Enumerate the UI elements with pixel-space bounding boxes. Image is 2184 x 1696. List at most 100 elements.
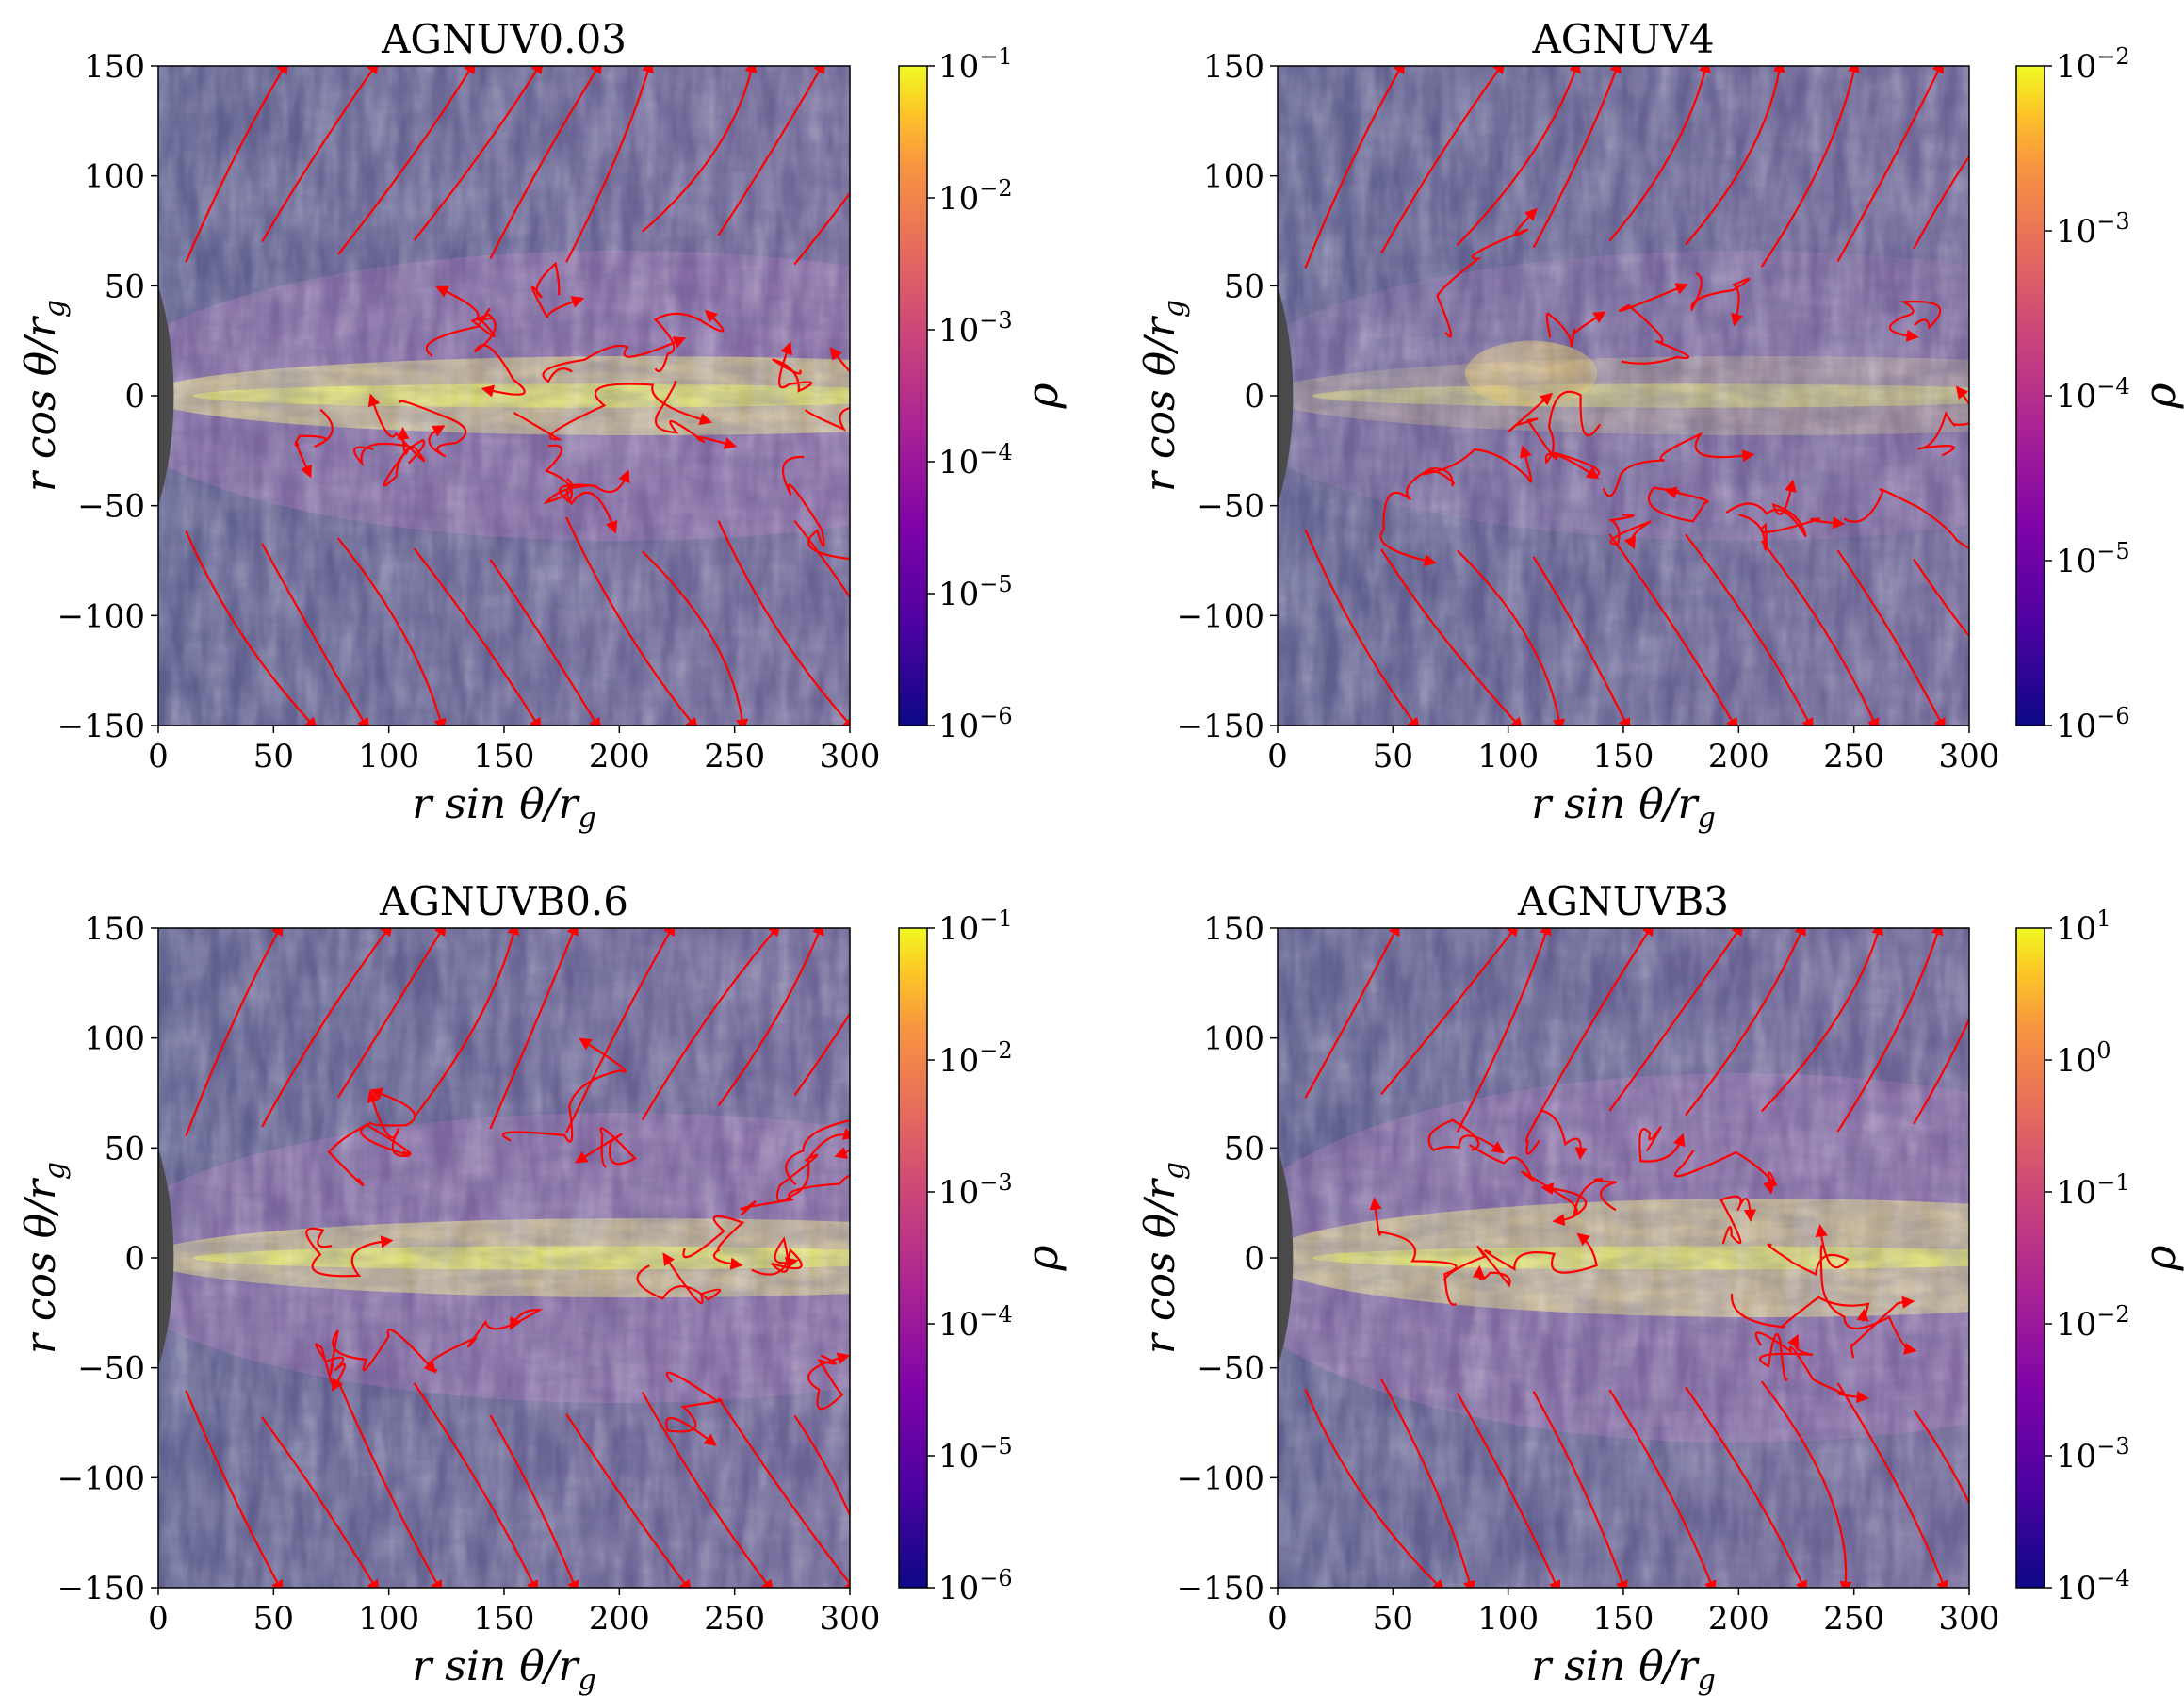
- panel-1: AGNUV0.03 0 50 100 150 200 250 300 150 100 50 0 −50 −…: [17, 16, 1068, 835]
- field-line: [636, 1252, 721, 1305]
- x-tick-label: 250: [1823, 738, 1884, 775]
- field-line: [1469, 1144, 1578, 1227]
- y-tick-label: 0: [1244, 1240, 1264, 1278]
- colorbar-tick-label: 10−1: [2056, 1169, 2130, 1212]
- field-line: [185, 928, 284, 1137]
- colorbar-tick-label: 10−4: [2056, 373, 2130, 416]
- y-tick-label: −50: [77, 488, 145, 526]
- colorbar-tick-label: 10−6: [938, 1565, 1013, 1607]
- field-line: [1369, 1197, 1458, 1306]
- y-tick-label: 150: [84, 48, 145, 86]
- y-tick-label: 150: [1203, 48, 1264, 86]
- plot-area: [1278, 928, 1969, 1588]
- field-line: [383, 427, 426, 487]
- y-tick-label: −100: [57, 597, 145, 635]
- field-line: [807, 1352, 850, 1411]
- colorbar-tick-label: 10−3: [938, 1169, 1013, 1212]
- x-tick-label: 150: [474, 738, 535, 775]
- field-line: [1913, 154, 1969, 250]
- field-line: [1532, 556, 1630, 726]
- x-tick-label: 300: [1939, 738, 2000, 775]
- field-line: [327, 1087, 416, 1187]
- field-line: [565, 516, 699, 726]
- field-line: [782, 455, 850, 561]
- colorbar-tick-label: 10−6: [938, 703, 1013, 745]
- y-tick-label: 50: [1224, 268, 1264, 305]
- field-line: [804, 347, 850, 432]
- colorbar-tick-label: 10−1: [938, 43, 1013, 86]
- x-tick-label: 0: [1267, 738, 1288, 775]
- field-line: [1758, 1333, 1814, 1381]
- field-line: [1725, 479, 1807, 538]
- plot-area: [158, 66, 850, 726]
- field-line: [717, 928, 824, 1107]
- y-tick-label: 50: [105, 1130, 145, 1167]
- panel-title: AGNUV0.03: [381, 16, 627, 62]
- field-line: [261, 66, 380, 243]
- field-lines: [185, 66, 850, 726]
- field-line: [1719, 1195, 1756, 1245]
- field-line: [185, 530, 318, 726]
- field-line: [641, 1392, 774, 1588]
- y-tick-label: 0: [1244, 378, 1264, 416]
- field-line: [1456, 928, 1552, 1133]
- field-line: [1524, 1109, 1588, 1161]
- inner-boundary: [158, 285, 174, 506]
- panel-title: AGNUV4: [1531, 16, 1714, 62]
- panel-4: AGNUVB3 0 50 100 150 200 250 300 150 100 50 0 −50 −10…: [1136, 878, 2184, 1696]
- x-tick-label: 300: [820, 1600, 881, 1638]
- colorbar-tick-label: 10−6: [2056, 703, 2130, 745]
- field-line: [565, 66, 654, 263]
- field-line: [1608, 66, 1711, 242]
- field-line: [413, 928, 520, 1118]
- field-line: [1761, 928, 1884, 1113]
- y-tick-label: −100: [1177, 597, 1264, 635]
- y-tick-label: 150: [84, 910, 145, 948]
- colorbar: [898, 927, 928, 1589]
- x-tick-label: 250: [1823, 1600, 1884, 1638]
- y-axis-label: r cos θ/rg: [1136, 1162, 1191, 1354]
- field-line: [1767, 1224, 1850, 1277]
- field-line: [682, 1215, 745, 1270]
- field-line: [399, 400, 467, 458]
- field-line: [336, 928, 447, 1099]
- plot-area: [1278, 66, 1969, 726]
- x-tick-label: 0: [148, 738, 169, 775]
- field-line: [261, 1416, 380, 1588]
- field-line: [1545, 311, 1606, 348]
- field-line: [294, 408, 334, 479]
- field-line: [751, 1236, 803, 1276]
- field-line: [1618, 283, 1689, 365]
- field-line: [1685, 1386, 1807, 1588]
- x-tick-label: 100: [358, 1600, 419, 1638]
- field-line: [1380, 1378, 1475, 1588]
- colorbar-tick-label: 10−1: [938, 905, 1013, 948]
- field-line: [1889, 300, 1942, 342]
- field-line: [542, 336, 687, 383]
- field-line: [1532, 1391, 1628, 1588]
- field-line: [565, 928, 676, 1133]
- field-line: [775, 1128, 850, 1202]
- field-line: [717, 1396, 850, 1588]
- y-tick-label: 100: [1203, 1020, 1264, 1058]
- x-tick-label: 50: [1373, 1600, 1413, 1638]
- colorbar: [2015, 927, 2045, 1589]
- field-line: [185, 66, 288, 263]
- y-tick-label: −50: [1197, 1350, 1264, 1388]
- field-line: [641, 928, 781, 1121]
- colorbar-tick-label: 10−3: [2056, 208, 2130, 251]
- field-line: [793, 519, 850, 599]
- field-line: [530, 261, 585, 318]
- field-line: [1380, 928, 1520, 1095]
- plot-area: [158, 928, 850, 1588]
- field-line: [1843, 488, 1969, 550]
- y-tick-label: −100: [57, 1460, 145, 1497]
- field-line: [793, 1414, 850, 1518]
- field-line: [1436, 207, 1538, 338]
- field-line: [1608, 533, 1738, 726]
- x-tick-label: 100: [358, 738, 419, 775]
- field-line: [305, 1227, 394, 1278]
- field-line: [489, 559, 601, 726]
- colorbar-tick-label: 10−4: [938, 1301, 1013, 1344]
